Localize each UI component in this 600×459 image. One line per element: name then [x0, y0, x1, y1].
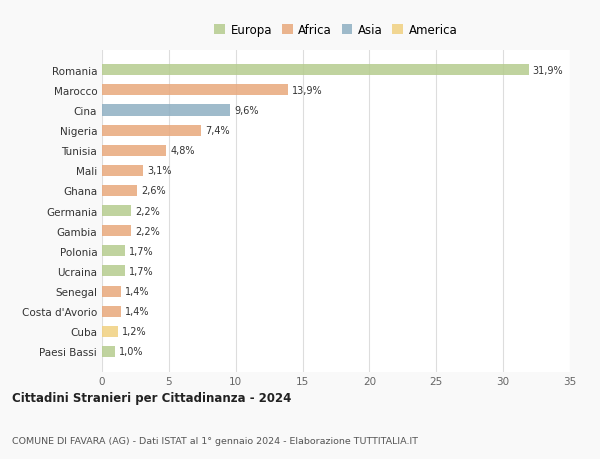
Bar [102, 85, 288, 96]
Legend: Europa, Africa, Asia, America: Europa, Africa, Asia, America [214, 24, 458, 37]
Bar [102, 306, 121, 317]
Bar [102, 346, 115, 357]
Text: COMUNE DI FAVARA (AG) - Dati ISTAT al 1° gennaio 2024 - Elaborazione TUTTITALIA.: COMUNE DI FAVARA (AG) - Dati ISTAT al 1°… [12, 436, 418, 445]
Text: 1,7%: 1,7% [129, 246, 154, 256]
Bar [102, 125, 201, 136]
Text: 4,8%: 4,8% [170, 146, 194, 156]
Text: 1,2%: 1,2% [122, 327, 146, 336]
Text: 1,4%: 1,4% [125, 307, 149, 317]
Text: 9,6%: 9,6% [235, 106, 259, 116]
Bar [102, 105, 230, 116]
Text: 31,9%: 31,9% [533, 66, 563, 76]
Bar [102, 266, 125, 277]
Text: 3,1%: 3,1% [148, 166, 172, 176]
Text: 1,4%: 1,4% [125, 286, 149, 297]
Bar [102, 226, 131, 237]
Bar [102, 206, 131, 217]
Text: 1,0%: 1,0% [119, 347, 144, 357]
Text: 1,7%: 1,7% [129, 266, 154, 276]
Bar [102, 65, 529, 76]
Bar [102, 146, 166, 157]
Bar [102, 185, 137, 196]
Bar [102, 165, 143, 177]
Bar [102, 246, 125, 257]
Bar [102, 286, 121, 297]
Text: 2,6%: 2,6% [141, 186, 166, 196]
Text: 2,2%: 2,2% [136, 226, 160, 236]
Text: Cittadini Stranieri per Cittadinanza - 2024: Cittadini Stranieri per Cittadinanza - 2… [12, 391, 292, 404]
Bar [102, 326, 118, 337]
Text: 2,2%: 2,2% [136, 206, 160, 216]
Text: 7,4%: 7,4% [205, 126, 230, 136]
Text: 13,9%: 13,9% [292, 86, 322, 95]
